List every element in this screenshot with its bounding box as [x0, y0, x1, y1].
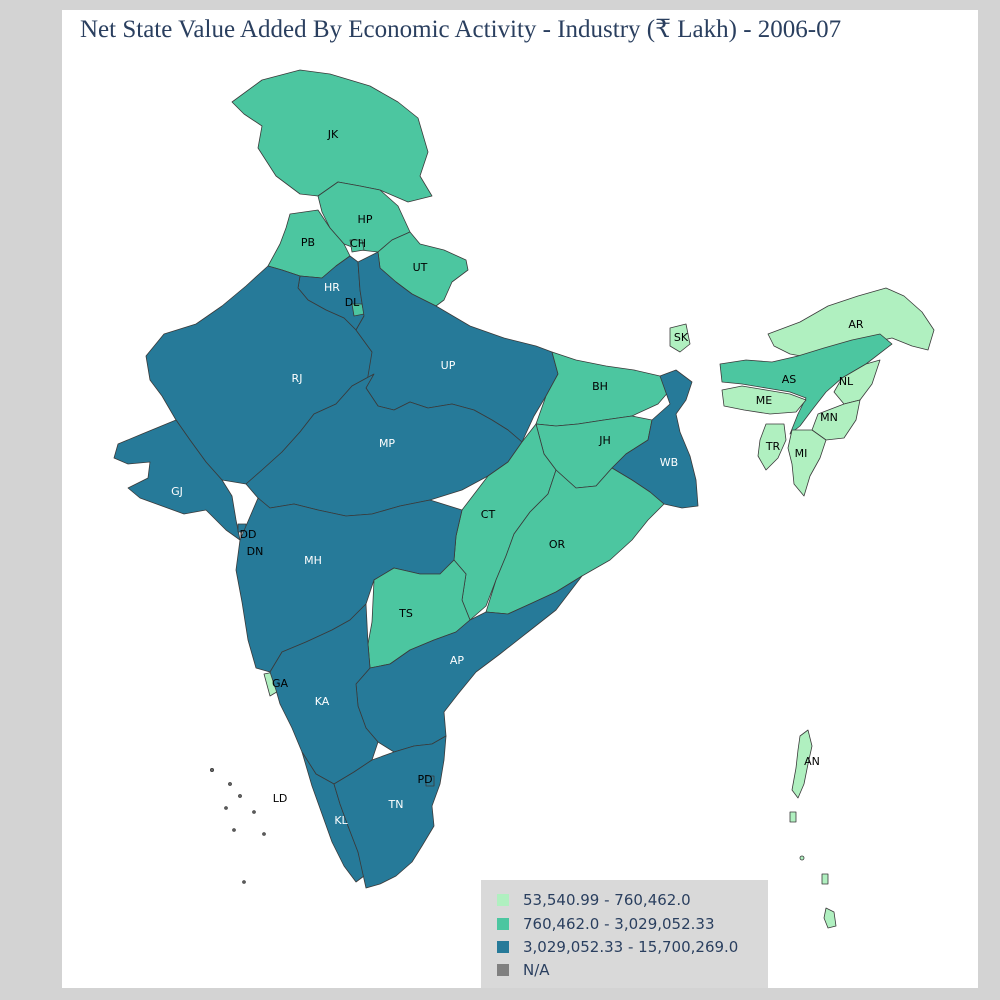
state-label-tr: TR [765, 440, 781, 453]
state-label-jk: JK [327, 128, 339, 141]
state-label-ld: LD [273, 792, 288, 805]
state-SK[interactable] [669, 323, 691, 353]
state-label-dn: DN [247, 545, 264, 558]
state-label-me: ME [756, 394, 772, 407]
state-label-bh: BH [592, 380, 608, 393]
state-label-dl: DL [345, 296, 360, 309]
legend-item-high[interactable]: 3,029,052.33 - 15,700,269.0 [497, 937, 738, 957]
legend-swatch-mid [497, 918, 509, 930]
legend-swatch-high [497, 941, 509, 953]
state-WB[interactable] [611, 369, 699, 509]
legend: 53,540.99 - 760,462.0 760,462.0 - 3,029,… [481, 880, 768, 988]
state-label-ts: TS [398, 607, 413, 620]
legend-swatch-low [497, 894, 509, 906]
state-label-dd: DD [240, 528, 257, 541]
state-label-ut: UT [413, 261, 428, 274]
state-AS[interactable] [719, 333, 893, 435]
state-label-gj: GJ [171, 485, 183, 498]
legend-label-high: 3,029,052.33 - 15,700,269.0 [523, 938, 739, 956]
state-label-pd: PD [417, 773, 432, 786]
state-label-up: UP [441, 359, 456, 372]
state-label-sk: SK [674, 331, 689, 344]
legend-label-mid: 760,462.0 - 3,029,052.33 [523, 915, 715, 933]
state-label-ct: CT [481, 508, 496, 521]
state-JK[interactable] [231, 69, 433, 203]
state-label-kl: KL [334, 814, 348, 827]
state-label-hr: HR [324, 281, 340, 294]
state-MN[interactable] [811, 399, 861, 441]
state-MI[interactable] [787, 429, 827, 497]
state-label-as: AS [782, 373, 797, 386]
state-label-mn: MN [820, 411, 838, 424]
state-label-ap: AP [450, 654, 465, 667]
state-ME[interactable] [721, 385, 807, 415]
state-label-ch: CH [350, 237, 366, 250]
legend-label-low: 53,540.99 - 760,462.0 [523, 891, 691, 909]
state-PD[interactable] [425, 775, 435, 787]
state-label-jh: JH [598, 434, 611, 447]
legend-item-mid[interactable]: 760,462.0 - 3,029,052.33 [497, 914, 714, 934]
state-AN[interactable] [789, 729, 837, 929]
state-CH[interactable] [349, 239, 365, 253]
state-label-or: OR [549, 538, 566, 551]
state-label-an: AN [804, 755, 820, 768]
state-label-ar: AR [848, 318, 864, 331]
state-label-hp: HP [358, 213, 373, 226]
state-label-ka: KA [315, 695, 330, 708]
legend-item-na[interactable]: N/A [497, 960, 550, 980]
state-label-ga: GA [272, 677, 289, 690]
state-KA[interactable] [269, 603, 379, 785]
state-TR[interactable] [757, 423, 787, 471]
state-AP[interactable] [355, 575, 583, 753]
state-label-mp: MP [379, 437, 395, 450]
state-label-mi: MI [795, 447, 808, 460]
map-title: Net State Value Added By Economic Activi… [80, 16, 842, 43]
state-label-pb: PB [301, 236, 315, 249]
state-label-mh: MH [304, 554, 322, 567]
state-label-nl: NL [839, 375, 854, 388]
state-TN[interactable] [333, 735, 447, 889]
legend-swatch-na [497, 964, 509, 976]
state-label-wb: WB [660, 456, 678, 469]
state-LD[interactable] [209, 768, 266, 884]
state-label-rj: RJ [292, 372, 303, 385]
legend-item-low[interactable]: 53,540.99 - 760,462.0 [497, 890, 691, 910]
legend-label-na: N/A [523, 961, 550, 979]
state-GJ[interactable] [113, 419, 241, 541]
state-label-tn: TN [388, 798, 404, 811]
